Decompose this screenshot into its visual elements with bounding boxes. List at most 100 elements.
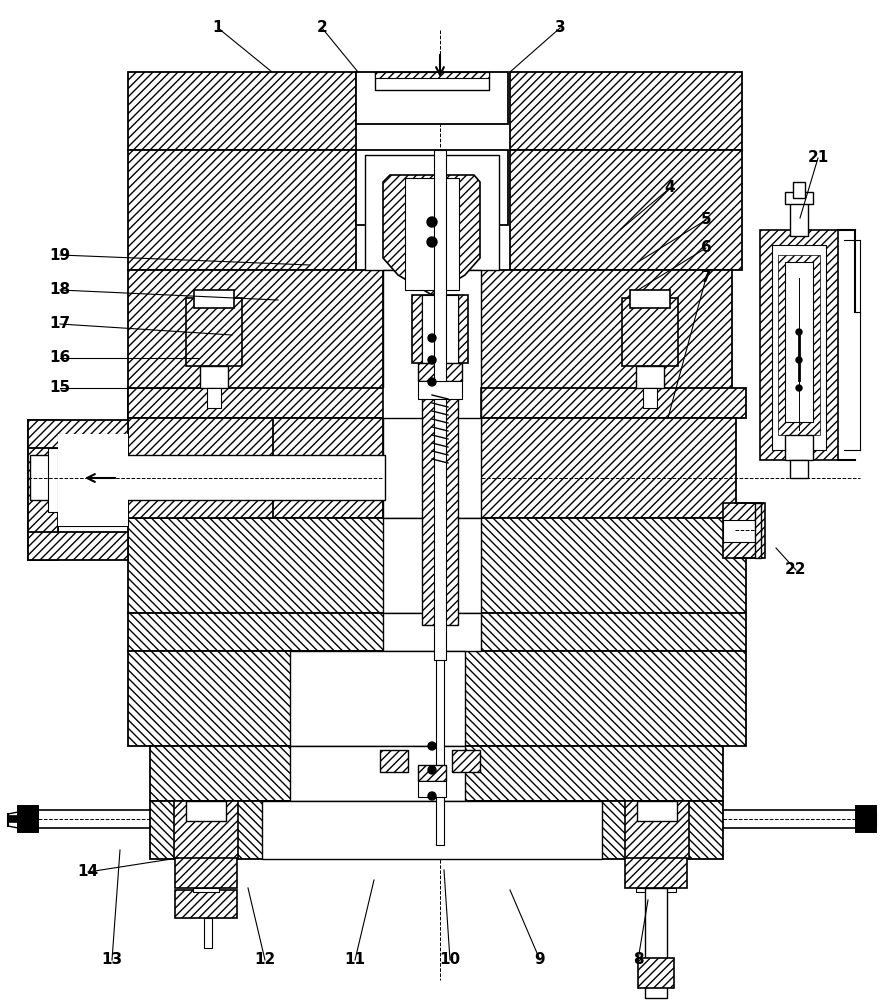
Circle shape [796,357,802,363]
Bar [622,298,678,366]
Circle shape [428,334,436,342]
Bar [856,806,876,832]
Bar [723,520,761,542]
Bar [760,230,838,460]
Circle shape [427,237,437,247]
Text: 5: 5 [701,213,712,228]
Bar [128,518,746,613]
Bar [375,72,489,90]
Bar [150,746,723,801]
Bar [755,503,761,558]
Circle shape [796,385,802,391]
Bar [383,518,481,613]
Bar [375,72,489,78]
Text: 18: 18 [50,282,71,298]
Bar [856,806,876,832]
Bar [175,890,237,918]
Bar [128,72,356,150]
Bar [128,651,746,746]
Bar [128,473,273,518]
Bar [383,613,481,651]
Bar [625,858,687,888]
Bar [200,366,228,388]
Text: 8: 8 [633,952,644,968]
Bar [636,888,676,892]
Text: 2: 2 [316,20,327,35]
Text: 12: 12 [255,952,276,968]
Bar [380,750,408,772]
Circle shape [796,329,802,335]
Bar [630,290,670,308]
Text: 14: 14 [78,864,98,880]
Bar [128,388,746,418]
Polygon shape [28,420,128,540]
Bar [474,270,732,425]
Bar [150,801,723,859]
Circle shape [428,766,436,774]
Bar [207,388,221,408]
Bar [790,460,808,478]
Bar [18,806,38,832]
Bar [186,801,226,821]
Bar [204,918,212,948]
Text: 3: 3 [554,20,565,35]
Text: 6: 6 [701,240,712,255]
Bar [262,801,602,859]
Bar [723,503,765,558]
Bar [405,178,459,290]
Text: 11: 11 [345,952,365,968]
Bar [412,295,468,363]
Bar [510,150,742,270]
Bar [418,363,462,381]
Text: 7: 7 [701,270,712,286]
Text: 13: 13 [102,952,123,968]
Bar [643,388,657,408]
Bar [785,262,813,422]
Bar [383,270,481,425]
Bar [785,435,813,460]
Bar [128,613,746,651]
Text: 1: 1 [213,20,224,35]
Bar [193,888,219,892]
Bar [638,958,674,988]
Text: 9: 9 [535,952,545,968]
Bar [637,801,677,821]
Bar [422,295,458,625]
Bar [290,651,465,746]
Circle shape [427,217,437,227]
Bar [778,255,820,435]
Bar [383,388,481,418]
Text: 21: 21 [807,150,828,165]
Bar [28,420,128,448]
Bar [636,366,664,388]
Bar [793,182,805,198]
Bar [510,72,742,150]
Bar [356,150,508,225]
Bar [28,532,128,560]
Bar [418,781,446,797]
Polygon shape [383,175,480,295]
Bar [58,434,128,526]
Bar [434,150,446,660]
Bar [28,420,58,560]
Bar [128,418,273,473]
Bar [772,245,826,450]
Bar [625,801,689,859]
Bar [18,806,38,832]
Bar [383,418,481,518]
Text: 17: 17 [50,316,71,332]
Bar [418,381,462,399]
Bar [128,150,356,270]
Bar [186,298,242,366]
Circle shape [428,742,436,750]
Bar [48,448,58,512]
Bar [8,816,20,822]
Bar [194,290,234,308]
Bar [785,192,813,204]
Bar [790,198,808,236]
Bar [175,858,237,888]
Bar [58,434,128,526]
Text: 10: 10 [439,952,461,968]
Text: 16: 16 [50,351,71,365]
Text: 4: 4 [665,180,675,196]
